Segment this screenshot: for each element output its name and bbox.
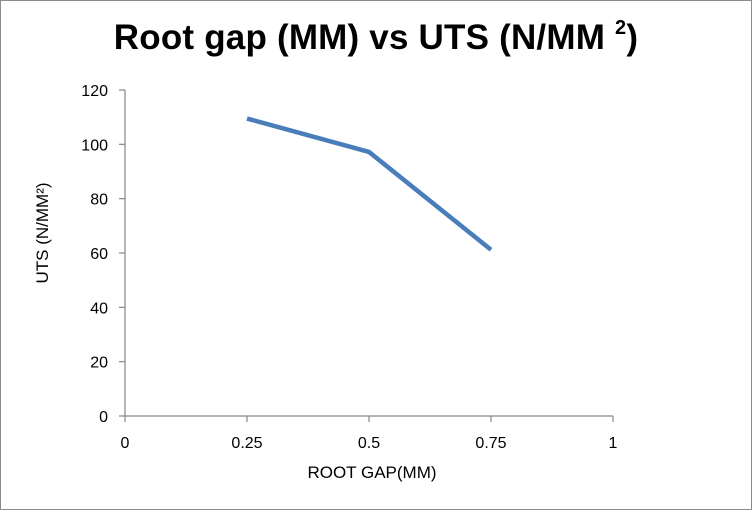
series-line	[246, 116, 493, 252]
y-ticks: 0 20 40 60 80 100 120	[81, 83, 125, 426]
x-tick-label: 1	[609, 435, 618, 452]
x-ticks: 0 0.25 0.5 0.75 1	[121, 416, 618, 452]
chart-title-text: Root gap (MM) vs UTS (N/MM	[113, 18, 606, 57]
x-tick-label: 0.5	[358, 435, 380, 452]
y-tick-label: 80	[90, 192, 108, 209]
y-tick-label: 0	[99, 409, 108, 426]
y-tick-label: 20	[90, 355, 108, 372]
x-tick-label: 0.25	[231, 435, 262, 452]
y-axis-label: UTS (N/MM²)	[33, 182, 52, 283]
series-layer	[246, 116, 493, 252]
chart-title-superscript: 2	[615, 17, 627, 40]
x-tick-label: 0.75	[475, 435, 506, 452]
axes	[124, 90, 613, 417]
y-tick-label: 60	[90, 246, 108, 263]
x-tick-label: 0	[121, 435, 130, 452]
y-tick-label: 100	[81, 137, 108, 154]
y-tick-label: 40	[90, 300, 108, 317]
y-tick-label: 120	[81, 83, 108, 100]
chart-title: Root gap (MM) vs UTS (N/MM 2)	[0, 17, 752, 58]
x-axis-label: ROOT GAP(MM)	[307, 463, 436, 482]
chart-title-close: )	[626, 18, 639, 57]
